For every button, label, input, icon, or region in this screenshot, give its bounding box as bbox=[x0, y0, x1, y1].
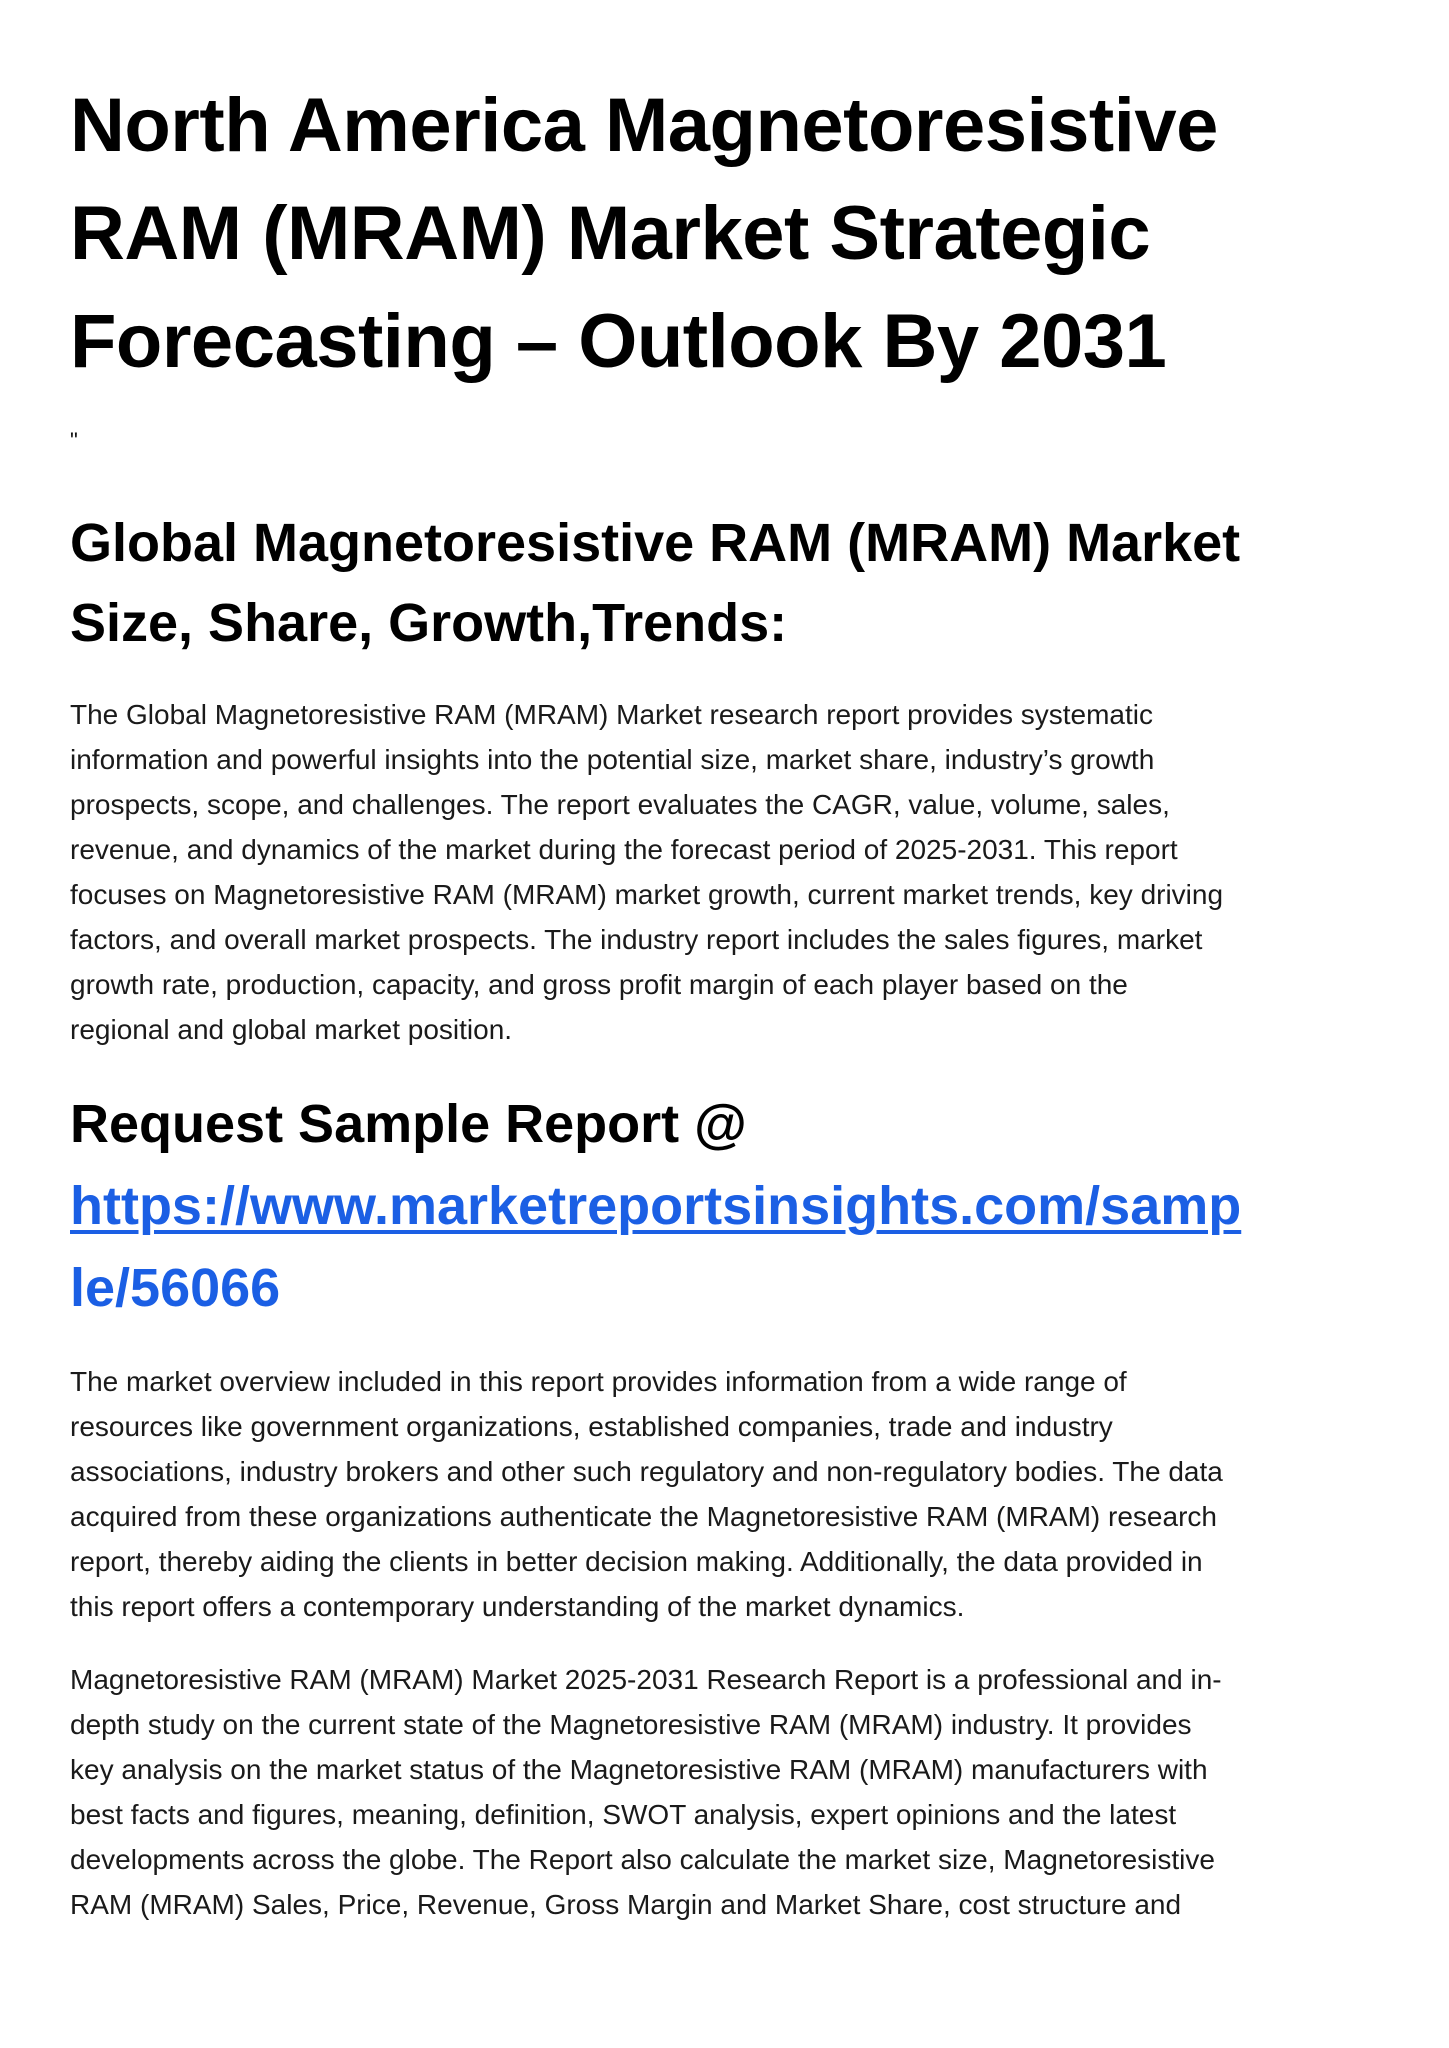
paragraph-line: growth rate, production, capacity, and g… bbox=[70, 969, 1128, 1000]
paragraph-line: resources like government organizations,… bbox=[70, 1411, 1113, 1442]
paragraph-line: RAM (MRAM) Sales, Price, Revenue, Gross … bbox=[70, 1889, 1182, 1920]
paragraph-line: revenue, and dynamics of the market duri… bbox=[70, 834, 1178, 865]
stray-quote: " bbox=[70, 428, 78, 453]
paragraph-line: Magnetoresistive RAM (MRAM) Market 2025-… bbox=[70, 1664, 1222, 1695]
paragraph-line: report, thereby aiding the clients in be… bbox=[70, 1546, 1203, 1577]
request-sample-label: Request Sample Report @ bbox=[70, 1094, 747, 1154]
paragraph-line: prospects, scope, and challenges. The re… bbox=[70, 789, 1170, 820]
title-line: Forecasting – Outlook By 2031 bbox=[70, 299, 1167, 384]
heading-line: Global Magnetoresistive RAM (MRAM) Marke… bbox=[70, 513, 1241, 573]
paragraph-line: information and powerful insights into t… bbox=[70, 744, 1155, 775]
page-title: North America Magnetoresistive RAM (MRAM… bbox=[70, 72, 1218, 396]
research-report-paragraph: Magnetoresistive RAM (MRAM) Market 2025-… bbox=[70, 1657, 1222, 1927]
paragraph-line: focuses on Magnetoresistive RAM (MRAM) m… bbox=[70, 879, 1224, 910]
paragraph-line: factors, and overall market prospects. T… bbox=[70, 924, 1203, 955]
paragraph-line: acquired from these organizations authen… bbox=[70, 1501, 1217, 1532]
paragraph-line: The market overview included in this rep… bbox=[70, 1366, 1127, 1397]
paragraph-line: associations, industry brokers and other… bbox=[70, 1456, 1223, 1487]
paragraph-line: this report offers a contemporary unders… bbox=[70, 1591, 965, 1622]
paragraph-line: key analysis on the market status of the… bbox=[70, 1754, 1208, 1785]
paragraph-line: best facts and figures, meaning, definit… bbox=[70, 1799, 1177, 1830]
heading-line: Size, Share, Growth,Trends: bbox=[70, 593, 788, 653]
link-line[interactable]: le/56066 bbox=[70, 1258, 281, 1318]
market-overview-paragraph: The market overview included in this rep… bbox=[70, 1359, 1223, 1629]
request-sample-heading: Request Sample Report @ https://www.mark… bbox=[70, 1083, 1241, 1329]
title-line: North America Magnetoresistive bbox=[70, 83, 1218, 168]
link-line[interactable]: https://www.marketreportsinsights.com/sa… bbox=[70, 1176, 1242, 1236]
paragraph-line: depth study on the current state of the … bbox=[70, 1709, 1192, 1740]
paragraph-line: The Global Magnetoresistive RAM (MRAM) M… bbox=[70, 699, 1154, 730]
title-line: RAM (MRAM) Market Strategic bbox=[70, 191, 1151, 276]
paragraph-line: regional and global market position. bbox=[70, 1014, 513, 1045]
intro-paragraph: The Global Magnetoresistive RAM (MRAM) M… bbox=[70, 692, 1223, 1052]
paragraph-line: developments across the globe. The Repor… bbox=[70, 1844, 1215, 1875]
sample-report-link[interactable]: https://www.marketreportsinsights.com/sa… bbox=[70, 1165, 1241, 1318]
section-heading-market-size: Global Magnetoresistive RAM (MRAM) Marke… bbox=[70, 503, 1240, 663]
